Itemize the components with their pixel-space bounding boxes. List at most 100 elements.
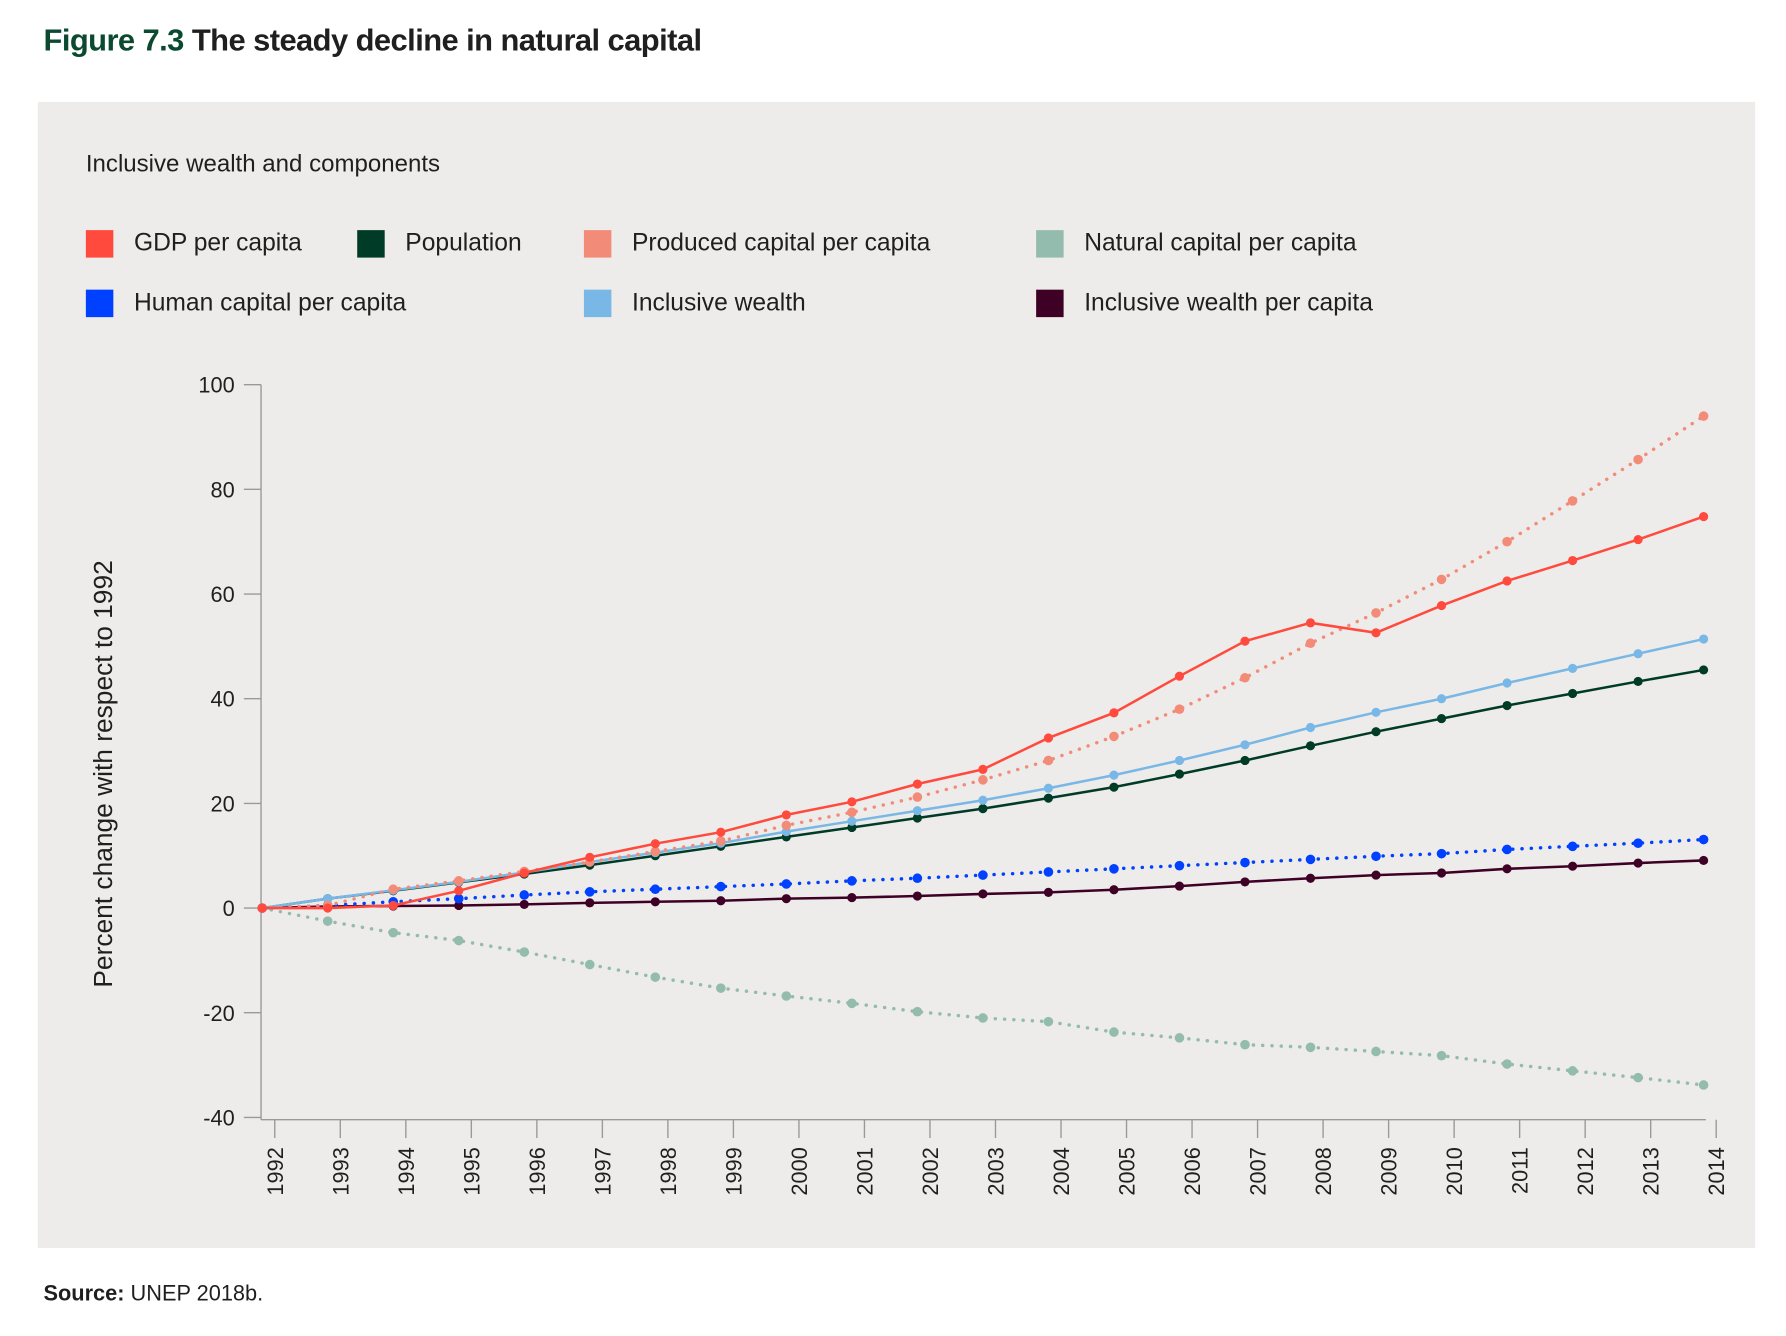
data-point — [716, 827, 726, 837]
data-point — [1371, 608, 1381, 618]
data-point — [847, 807, 857, 818]
data-point — [1174, 671, 1185, 681]
data-point — [978, 764, 988, 774]
data-point — [1174, 769, 1185, 779]
legend-item: Inclusive wealth — [583, 288, 806, 318]
x-tick-label: 1999 — [721, 1147, 746, 1195]
x-tick-label: 1996 — [525, 1147, 550, 1195]
x-tick-label: 1998 — [656, 1147, 681, 1195]
x-tick-label: 2013 — [1639, 1147, 1664, 1195]
data-point — [1174, 1033, 1185, 1043]
data-point — [650, 839, 660, 849]
data-point — [912, 891, 922, 901]
data-point — [1371, 707, 1381, 717]
data-point — [1109, 864, 1119, 874]
data-point — [453, 876, 464, 886]
x-tick-label: 2010 — [1442, 1147, 1467, 1195]
data-point — [1109, 885, 1119, 895]
x-tick-label: 1997 — [590, 1147, 615, 1195]
x-tick-label: 1995 — [459, 1147, 484, 1195]
figure-title: Figure 7.3 The steady decline in natural… — [43, 22, 703, 58]
data-point — [912, 813, 922, 823]
x-tick-label: 2002 — [918, 1147, 943, 1195]
data-point — [912, 779, 922, 789]
data-point — [1305, 722, 1316, 733]
data-point — [585, 852, 595, 862]
data-point — [323, 903, 333, 913]
chart-panel — [37, 101, 1756, 1248]
data-point — [1371, 870, 1381, 880]
x-tick-label: 2000 — [787, 1147, 812, 1195]
data-point — [912, 792, 923, 802]
data-point — [978, 804, 988, 814]
data-point — [1305, 741, 1316, 751]
data-point — [322, 916, 333, 926]
legend-swatch — [583, 229, 612, 258]
figure-label: Figure 7.3 — [43, 22, 185, 58]
data-point — [912, 873, 923, 884]
legend-label: Human capital per capita — [133, 288, 407, 316]
data-point — [1109, 731, 1119, 742]
y-tick-label: 0 — [223, 896, 235, 921]
data-point — [781, 820, 792, 831]
data-point — [1567, 555, 1578, 566]
data-point — [388, 927, 399, 938]
data-point — [716, 836, 726, 846]
y-tick-label: 40 — [211, 687, 235, 712]
data-point — [650, 972, 661, 982]
legend-item: Population — [357, 229, 522, 258]
y-tick-label: 60 — [211, 582, 235, 607]
data-point — [650, 884, 661, 895]
data-point — [1240, 636, 1250, 646]
y-tick-label: 100 — [198, 373, 234, 398]
y-tick-label: -40 — [203, 1105, 234, 1130]
x-tick-label: 2003 — [984, 1147, 1009, 1195]
legend-label: Inclusive wealth — [631, 288, 806, 316]
data-point — [847, 876, 857, 886]
y-tick-label: -20 — [203, 1001, 234, 1026]
series-line-gdp-per-capita — [260, 515, 1705, 910]
data-point — [1109, 1027, 1119, 1037]
data-point — [1240, 755, 1250, 766]
data-point — [519, 947, 530, 957]
data-point — [1567, 496, 1578, 506]
data-point — [1633, 454, 1643, 465]
data-point — [1043, 755, 1054, 766]
data-point — [847, 816, 857, 826]
data-point — [1699, 511, 1709, 522]
data-point — [1043, 783, 1053, 793]
legend-label: GDP per capita — [133, 228, 302, 257]
x-tick-label: 1993 — [328, 1147, 353, 1195]
data-point — [847, 822, 857, 833]
data-point — [781, 879, 792, 889]
data-point — [650, 846, 661, 857]
data-point — [847, 998, 857, 1009]
data-point — [1043, 793, 1053, 803]
data-point — [1305, 618, 1316, 628]
data-point — [1502, 536, 1512, 547]
legend-swatch — [357, 229, 385, 258]
data-point — [1502, 678, 1512, 688]
legend-swatch — [85, 229, 114, 258]
legend-swatch — [1036, 289, 1064, 317]
data-point — [1174, 860, 1185, 871]
data-point — [454, 886, 464, 896]
x-tick-label: 2011 — [1508, 1147, 1533, 1194]
data-point — [1109, 782, 1119, 792]
source-note: Source: UNEP 2018b. — [44, 1282, 264, 1307]
data-point — [1698, 1080, 1709, 1090]
data-point — [1436, 868, 1447, 878]
data-point — [1436, 1050, 1447, 1061]
data-point — [847, 893, 857, 903]
legend-swatch — [583, 289, 612, 317]
data-point — [1436, 848, 1447, 859]
data-point — [1109, 708, 1119, 718]
data-point — [912, 1006, 923, 1017]
data-point — [716, 881, 726, 892]
x-tick-label: 2004 — [1049, 1147, 1074, 1195]
data-point — [1240, 1039, 1250, 1050]
data-point — [519, 899, 529, 909]
data-point — [1633, 858, 1643, 868]
data-point — [1305, 854, 1316, 865]
data-point — [978, 1013, 988, 1023]
